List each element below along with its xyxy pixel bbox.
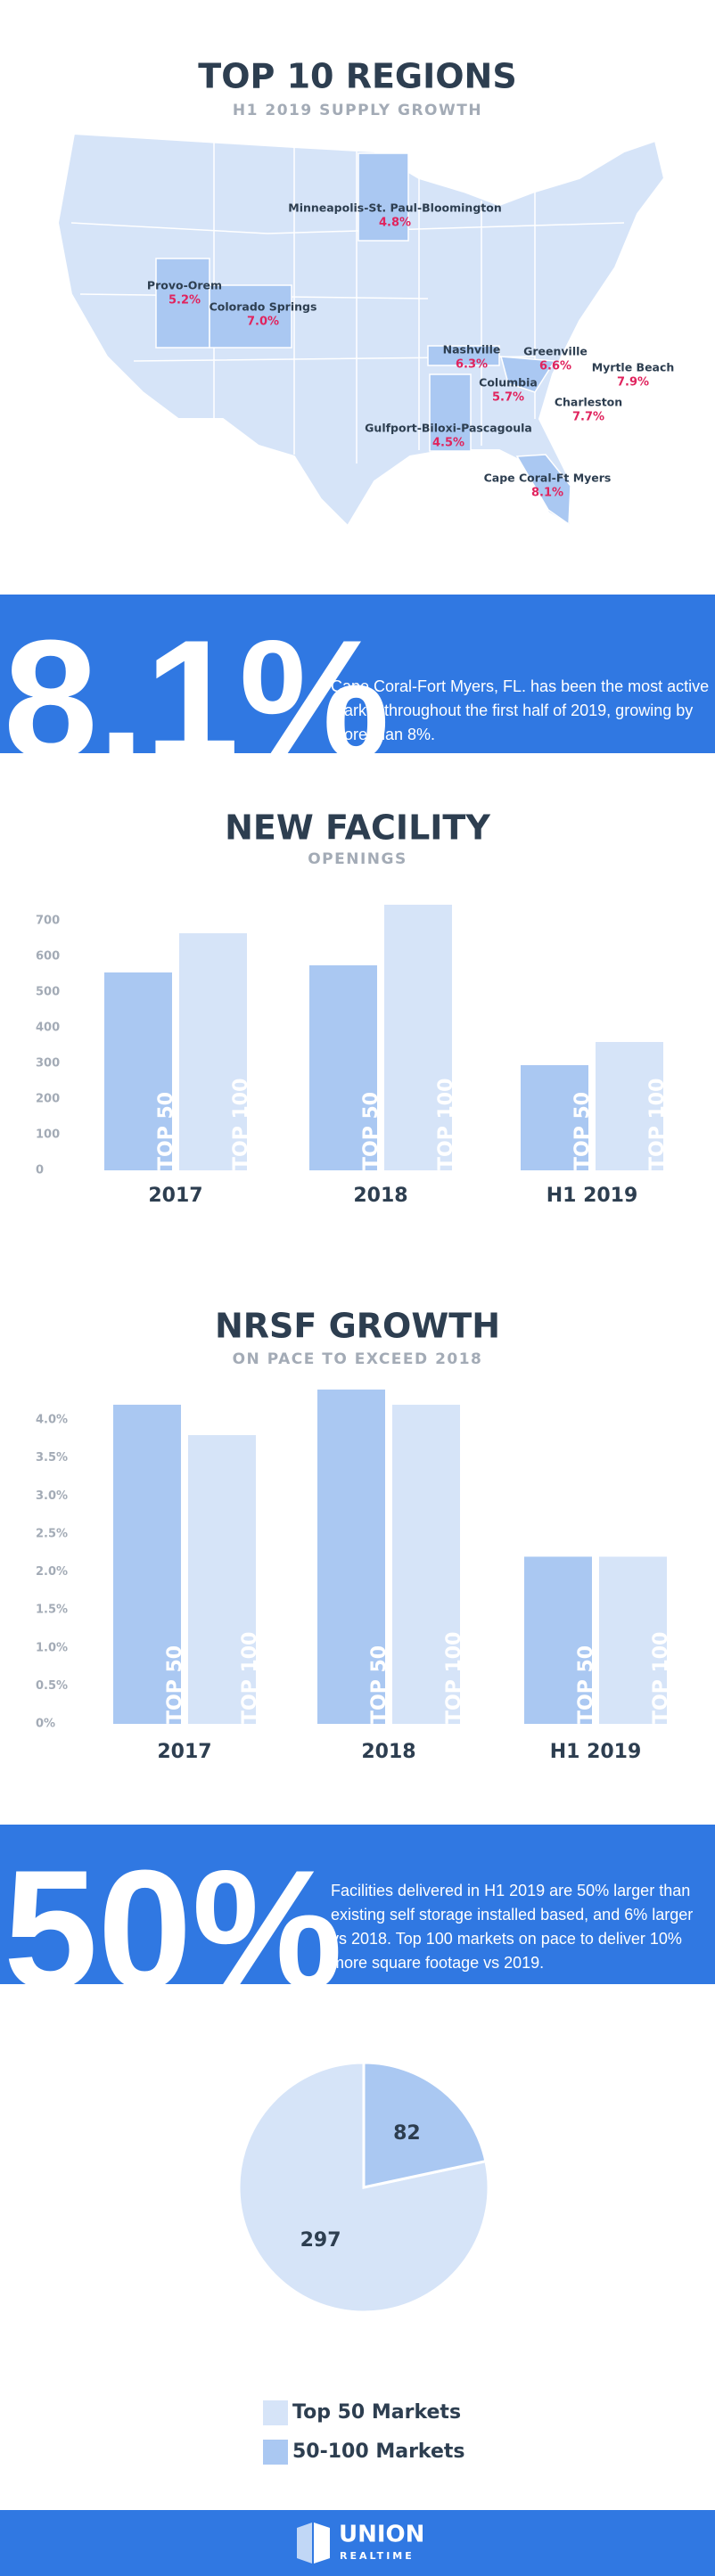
region-growth: 8.1% bbox=[531, 487, 563, 500]
legend-swatch bbox=[263, 2400, 288, 2425]
y-tick-label: 600 bbox=[36, 950, 60, 964]
brand: UNION bbox=[339, 2522, 424, 2548]
y-tick-label: 4.0% bbox=[36, 1414, 68, 1427]
x-tick-label: 2018 bbox=[361, 1741, 415, 1763]
series-label: TOP 100 bbox=[230, 1079, 252, 1170]
series-label: TOP 100 bbox=[435, 1079, 457, 1170]
y-tick-label: 400 bbox=[36, 1021, 60, 1035]
callout-figure: 50% bbox=[4, 1835, 342, 2024]
region-growth: 7.7% bbox=[572, 411, 604, 424]
bar bbox=[113, 1404, 181, 1724]
x-tick-label: 2017 bbox=[148, 1185, 202, 1207]
tagline: REALTIME bbox=[340, 2550, 415, 2562]
series-label: TOP 50 bbox=[571, 1092, 594, 1170]
region-name: Provo-Orem bbox=[147, 279, 222, 292]
region-growth: 5.7% bbox=[492, 391, 524, 405]
pie-slice bbox=[237, 2061, 490, 2314]
series-label: TOP 50 bbox=[575, 1645, 597, 1724]
callout-band bbox=[0, 1825, 715, 1984]
x-tick-label: H1 2019 bbox=[550, 1741, 642, 1763]
callout-figure: 8.1% bbox=[4, 605, 390, 794]
y-tick-label: 0% bbox=[36, 1718, 55, 1731]
y-tick-label: 0 bbox=[36, 1164, 44, 1177]
footer-band bbox=[0, 2510, 715, 2576]
series-label: TOP 100 bbox=[650, 1632, 672, 1724]
subtitle: H1 2019 SUPPLY GROWTH bbox=[233, 102, 482, 119]
y-tick-label: 200 bbox=[36, 1093, 60, 1106]
callout-text: Cape Coral-Fort Myers, FL. has been the … bbox=[331, 677, 710, 743]
y-tick-label: 2.5% bbox=[36, 1527, 68, 1540]
region-growth: 7.9% bbox=[617, 376, 649, 390]
x-tick-label: 2017 bbox=[157, 1741, 211, 1763]
y-tick-label: 500 bbox=[36, 986, 60, 999]
y-tick-label: 0.5% bbox=[36, 1679, 68, 1693]
logo-icon bbox=[297, 2523, 330, 2564]
series-label: TOP 50 bbox=[368, 1645, 390, 1724]
bar bbox=[384, 905, 452, 1170]
bar bbox=[596, 1042, 663, 1170]
legend-label: Top 50 Markets bbox=[292, 2401, 461, 2424]
chart-subtitle: OPENINGS bbox=[308, 850, 407, 868]
region-name: Minneapolis-St. Paul-Bloomington bbox=[288, 201, 501, 215]
y-tick-label: 1.0% bbox=[36, 1641, 68, 1654]
bar bbox=[179, 933, 247, 1170]
callout-band bbox=[0, 595, 715, 753]
bar bbox=[188, 1435, 256, 1724]
region-growth: 6.3% bbox=[456, 358, 488, 372]
x-tick-label: 2018 bbox=[353, 1185, 407, 1207]
y-tick-label: 3.5% bbox=[36, 1451, 68, 1464]
region-growth: 4.8% bbox=[379, 217, 411, 230]
region-growth: 4.5% bbox=[432, 437, 464, 450]
us-map bbox=[56, 132, 666, 528]
title: TOP 10 REGIONS bbox=[198, 57, 516, 96]
chart-title: NEW FACILITY bbox=[225, 808, 490, 848]
chart-subtitle: ON PACE TO EXCEED 2018 bbox=[233, 1350, 483, 1368]
bar bbox=[392, 1404, 460, 1724]
region-growth: 7.0% bbox=[247, 316, 279, 329]
data-label: 297 bbox=[300, 2229, 341, 2252]
region-name: Nashville bbox=[443, 343, 501, 357]
region-name: Cape Coral-Ft Myers bbox=[484, 472, 612, 485]
y-tick-label: 700 bbox=[36, 915, 60, 928]
bar bbox=[317, 1389, 385, 1724]
callout-text: Facilities delivered in H1 2019 are 50% … bbox=[331, 1882, 694, 1972]
y-tick-label: 3.0% bbox=[36, 1489, 68, 1503]
bar bbox=[521, 1065, 588, 1170]
legend-label: 50-100 Markets bbox=[292, 2441, 465, 2463]
region-growth: 5.2% bbox=[168, 294, 201, 308]
series-label: TOP 100 bbox=[646, 1079, 669, 1170]
legend-swatch bbox=[263, 2440, 288, 2465]
region-growth: 6.6% bbox=[539, 360, 571, 373]
region-name: Charleston bbox=[555, 396, 622, 409]
bar bbox=[524, 1556, 592, 1724]
series-label: TOP 100 bbox=[239, 1632, 261, 1724]
y-tick-label: 1.5% bbox=[36, 1604, 68, 1617]
y-tick-label: 2.0% bbox=[36, 1565, 68, 1579]
y-tick-label: 100 bbox=[36, 1128, 60, 1142]
region-name: Gulfport-Biloxi-Pascagoula bbox=[365, 422, 532, 435]
bar bbox=[599, 1556, 667, 1724]
series-label: TOP 50 bbox=[164, 1645, 186, 1724]
pie-slice bbox=[362, 2061, 488, 2189]
bar bbox=[309, 965, 377, 1170]
chart-title: NRSF GROWTH bbox=[215, 1307, 500, 1346]
x-tick-label: H1 2019 bbox=[547, 1185, 638, 1207]
region-name: Myrtle Beach bbox=[592, 361, 675, 374]
series-label: TOP 100 bbox=[443, 1632, 465, 1724]
series-label: TOP 50 bbox=[360, 1092, 382, 1170]
series-label: TOP 50 bbox=[155, 1092, 177, 1170]
data-label: 82 bbox=[393, 2122, 421, 2145]
region-name: Greenville bbox=[523, 345, 588, 358]
region-name: Colorado Springs bbox=[210, 300, 317, 314]
bar bbox=[104, 972, 172, 1170]
region-name: Columbia bbox=[479, 376, 538, 390]
y-tick-label: 300 bbox=[36, 1057, 60, 1071]
